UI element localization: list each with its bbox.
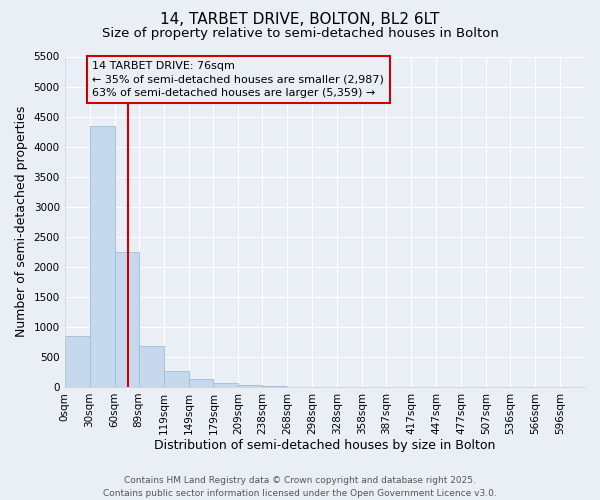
Text: Size of property relative to semi-detached houses in Bolton: Size of property relative to semi-detach… (101, 28, 499, 40)
Bar (164, 372, 188, 387)
Text: 14 TARBET DRIVE: 76sqm
← 35% of semi-detached houses are smaller (2,987)
63% of : 14 TARBET DRIVE: 76sqm ← 35% of semi-det… (92, 62, 384, 98)
Text: Contains HM Land Registry data © Crown copyright and database right 2025.
Contai: Contains HM Land Registry data © Crown c… (103, 476, 497, 498)
Bar (139, 346, 164, 387)
Bar (262, 386, 287, 387)
Y-axis label: Number of semi-detached properties: Number of semi-detached properties (15, 106, 28, 338)
Bar (188, 379, 214, 387)
Bar (214, 384, 238, 387)
Bar (89, 126, 115, 387)
Bar (65, 336, 89, 387)
Text: 14, TARBET DRIVE, BOLTON, BL2 6LT: 14, TARBET DRIVE, BOLTON, BL2 6LT (160, 12, 440, 28)
Bar (238, 385, 262, 387)
Bar (115, 252, 139, 387)
X-axis label: Distribution of semi-detached houses by size in Bolton: Distribution of semi-detached houses by … (154, 440, 496, 452)
